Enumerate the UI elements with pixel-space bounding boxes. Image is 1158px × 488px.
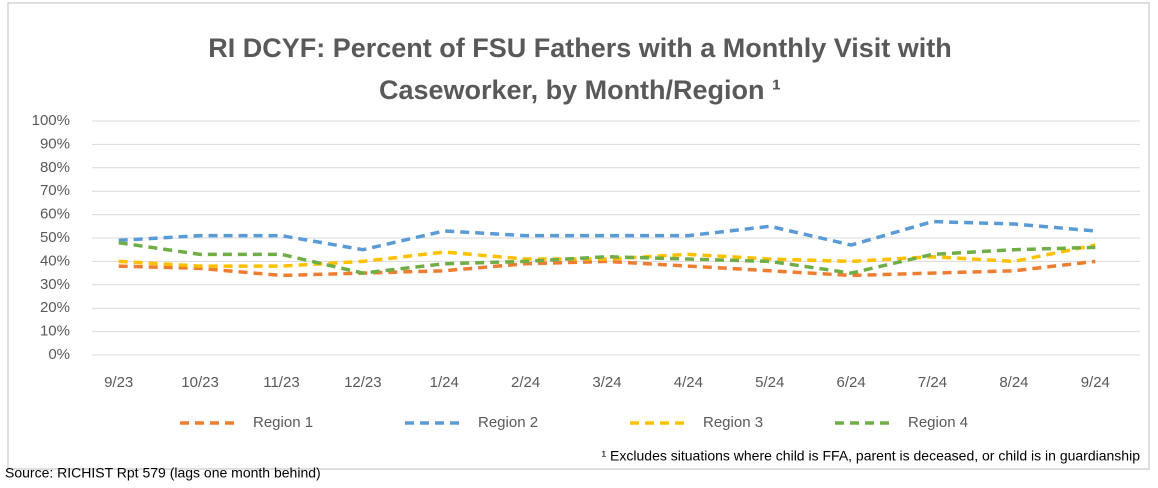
x-tick-label: 9/23 <box>104 374 133 391</box>
y-tick-label: 30% <box>40 276 70 293</box>
x-tick-label: 8/24 <box>999 374 1028 391</box>
y-tick-label: 40% <box>40 252 70 269</box>
x-tick-label: 7/24 <box>918 374 947 391</box>
x-tick-label: 3/24 <box>592 374 621 391</box>
x-tick-label: 10/23 <box>181 374 219 391</box>
y-tick-label: 50% <box>40 229 70 246</box>
x-tick-label: 4/24 <box>674 374 703 391</box>
x-tick-label: 1/24 <box>430 374 459 391</box>
y-tick-label: 100% <box>32 112 70 129</box>
y-tick-label: 10% <box>40 323 70 340</box>
x-tick-label: 5/24 <box>755 374 784 391</box>
source: Source: RICHIST Rpt 579 (lags one month … <box>5 465 321 481</box>
x-tick-label: 6/24 <box>837 374 866 391</box>
x-tick-label: 2/24 <box>511 374 540 391</box>
y-tick-label: 0% <box>48 346 70 363</box>
y-tick-label: 80% <box>40 159 70 176</box>
legend-label: Region 2 <box>478 414 538 431</box>
chart-title: RI DCYF: Percent of FSU Fathers with a M… <box>208 33 952 63</box>
series-line <box>118 243 1096 268</box>
x-tick-label: 11/23 <box>263 374 299 391</box>
series-line <box>118 259 1096 278</box>
x-tick-label: 12/23 <box>344 374 382 391</box>
legend-label: Region 1 <box>253 414 313 431</box>
x-tick-label: 9/24 <box>1081 374 1110 391</box>
chart-title: Caseworker, by Month/Region ¹ <box>379 75 781 105</box>
y-tick-label: 70% <box>40 182 70 199</box>
footnote: ¹ Excludes situations where child is FFA… <box>602 448 1141 464</box>
y-tick-label: 20% <box>40 299 70 316</box>
legend-label: Region 3 <box>703 414 763 431</box>
legend-label: Region 4 <box>908 414 968 431</box>
y-tick-label: 90% <box>40 135 70 152</box>
y-tick-label: 60% <box>40 206 70 223</box>
